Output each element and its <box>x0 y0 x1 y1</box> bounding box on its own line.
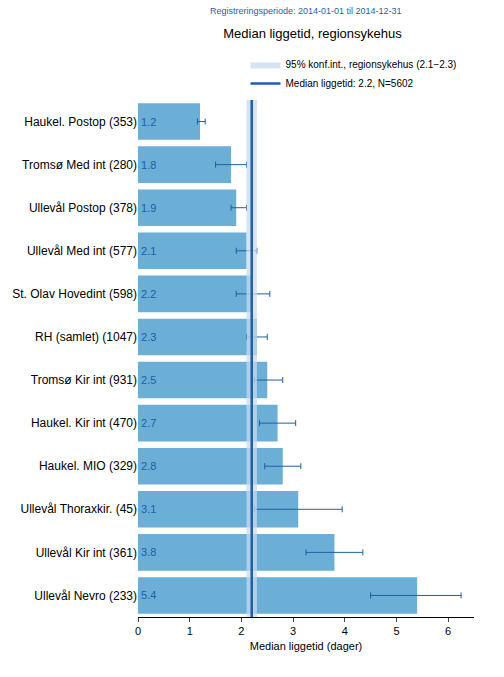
svg-text:St. Olav Hovedint (598): St. Olav Hovedint (598) <box>12 287 137 301</box>
svg-text:2.1: 2.1 <box>141 245 156 257</box>
svg-text:1: 1 <box>187 625 193 637</box>
svg-text:Median liggetid (dager): Median liggetid (dager) <box>250 640 363 652</box>
svg-text:Ullevål Postop (378): Ullevål Postop (378) <box>29 201 137 215</box>
svg-text:2.8: 2.8 <box>141 460 156 472</box>
svg-text:RH (samlet) (1047): RH (samlet) (1047) <box>35 330 137 344</box>
svg-text:0: 0 <box>135 625 141 637</box>
svg-text:2.2: 2.2 <box>141 288 156 300</box>
svg-text:Tromsø Kir int (931): Tromsø Kir int (931) <box>31 373 137 387</box>
svg-text:Registreringsperiode: 2014-01-: Registreringsperiode: 2014-01-01 til 201… <box>210 6 402 16</box>
svg-text:3: 3 <box>290 625 296 637</box>
svg-text:1.2: 1.2 <box>141 116 156 128</box>
svg-text:Median liggetid: 2.2, N=5602: Median liggetid: 2.2, N=5602 <box>286 78 414 89</box>
svg-text:2.3: 2.3 <box>141 331 156 343</box>
svg-text:2.5: 2.5 <box>141 374 156 386</box>
svg-text:Haukel. Postop (353): Haukel. Postop (353) <box>24 115 137 129</box>
svg-text:4: 4 <box>342 625 348 637</box>
svg-text:2.7: 2.7 <box>141 417 156 429</box>
svg-text:3.1: 3.1 <box>141 503 156 515</box>
svg-text:1.8: 1.8 <box>141 159 156 171</box>
svg-text:Ullevål Kir int (361): Ullevål Kir int (361) <box>36 546 137 560</box>
svg-text:5.4: 5.4 <box>141 589 156 601</box>
svg-text:Haukel. Kir int (470): Haukel. Kir int (470) <box>31 416 137 430</box>
svg-text:6: 6 <box>445 625 451 637</box>
svg-text:Haukel. MIO (329): Haukel. MIO (329) <box>39 459 137 473</box>
svg-text:Ullevål Nevro (233): Ullevål Nevro (233) <box>34 589 137 603</box>
svg-text:3.8: 3.8 <box>141 546 156 558</box>
svg-text:Tromsø Med int (280): Tromsø Med int (280) <box>22 158 137 172</box>
svg-text:Median liggetid, regionsykehus: Median liggetid, regionsykehus <box>223 26 402 41</box>
svg-text:1.9: 1.9 <box>141 202 156 214</box>
svg-text:Ullevål Med int (577): Ullevål Med int (577) <box>27 244 137 258</box>
svg-text:2: 2 <box>238 625 244 637</box>
svg-text:95% konf.int., regionsykehus (: 95% konf.int., regionsykehus (2.1−2.3) <box>286 59 457 70</box>
svg-text:5: 5 <box>393 625 399 637</box>
svg-text:Ullevål Thoraxkir. (45): Ullevål Thoraxkir. (45) <box>21 502 137 516</box>
